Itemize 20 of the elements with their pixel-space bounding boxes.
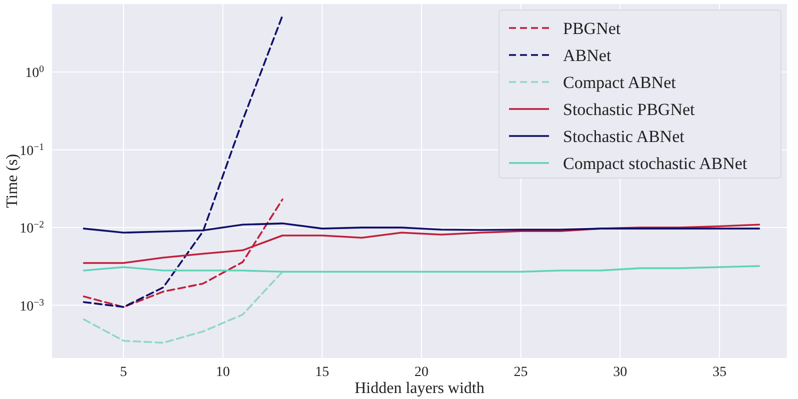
legend-label: ABNet xyxy=(563,46,612,65)
y-tick-label: 10$^{−1}$ xyxy=(20,141,44,159)
y-axis-title: Time (s) xyxy=(4,154,21,208)
x-tick-label: 30 xyxy=(613,365,628,380)
x-tick-label: 25 xyxy=(514,365,528,380)
x-tick-label: 5 xyxy=(120,365,128,380)
y-tick-label: 10$^{−3}$ xyxy=(20,296,44,314)
y-tick-label: 10$^{0}$ xyxy=(25,64,44,82)
x-tick-label: 15 xyxy=(315,365,330,380)
legend-label: Compact ABNet xyxy=(563,73,676,92)
x-axis-title: Hidden layers width xyxy=(354,380,484,397)
legend-label: Stochastic PBGNet xyxy=(563,100,696,119)
line-series xyxy=(82,270,284,344)
legend-label: Compact stochastic ABNet xyxy=(563,154,748,173)
y-tick-label: 10$^{−2}$ xyxy=(20,219,44,237)
x-tick-label: 10 xyxy=(216,365,230,380)
x-tick-label: 20 xyxy=(414,365,428,380)
legend-label: PBGNet xyxy=(563,19,621,38)
legend-label: Stochastic ABNet xyxy=(563,127,685,146)
x-tick-label: 35 xyxy=(712,365,726,380)
